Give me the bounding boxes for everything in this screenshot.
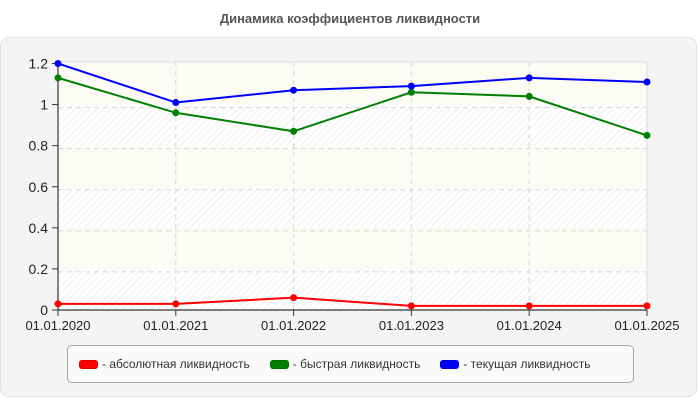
legend-swatch-green (269, 359, 289, 369)
legend-label: - быстрая ликвидность (292, 357, 421, 371)
legend-swatch-blue (440, 359, 460, 369)
svg-text:0.8: 0.8 (29, 138, 49, 154)
plot-background (57, 61, 648, 311)
svg-text:01.01.2022: 01.01.2022 (261, 318, 326, 333)
svg-text:01.01.2024: 01.01.2024 (497, 318, 562, 333)
legend-item-current-liquidity: - текущая ликвидность (440, 357, 591, 371)
svg-text:0: 0 (40, 302, 48, 318)
gridlines (58, 61, 648, 310)
svg-text:0.4: 0.4 (29, 220, 49, 236)
data-series (54, 60, 651, 310)
svg-text:1: 1 (40, 97, 48, 113)
svg-text:1.2: 1.2 (29, 56, 49, 72)
svg-text:01.01.2020: 01.01.2020 (25, 318, 90, 333)
svg-text:01.01.2023: 01.01.2023 (379, 318, 444, 333)
legend-swatch-red (79, 359, 98, 369)
legend-item-quick-liquidity: - быстрая ликвидность (269, 357, 421, 371)
legend: - абсолютная ликвидность - быстрая ликви… (67, 345, 634, 383)
axes: 0 0.2 0.4 0.6 0.8 1 1.2 01.01.2020 01.01.2021 01.… (25, 56, 679, 334)
svg-text:0.2: 0.2 (29, 261, 49, 277)
svg-text:01.01.2025: 01.01.2025 (614, 318, 679, 333)
svg-text:0.6: 0.6 (29, 179, 49, 195)
legend-label: - текущая ликвидность (463, 357, 591, 371)
legend-item-absolute-liquidity: - абсолютная ликвидность (79, 357, 250, 371)
chart-title: Динамика коэффициентов ликвидности (219, 11, 481, 26)
svg-text:01.01.2021: 01.01.2021 (143, 318, 208, 333)
legend-label: - абсолютная ликвидность (102, 357, 250, 371)
